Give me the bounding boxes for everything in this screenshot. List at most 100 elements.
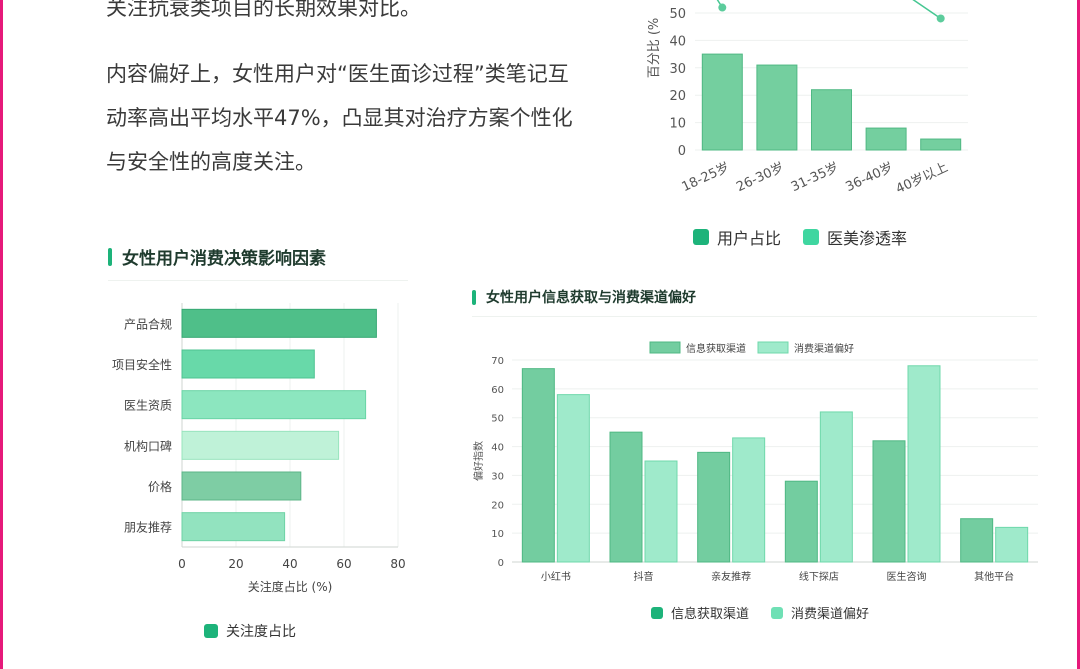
- age-legend-item-2: 医美渗透率: [803, 225, 907, 249]
- channels-top-legend-label: 信息获取渠道: [686, 342, 746, 355]
- factors-bar: [181, 349, 315, 379]
- right-edge-strip: [1077, 0, 1080, 669]
- paragraph-2: 内容偏好上，女性用户对“医生面诊过程”类笔记互动率高出平均水平47%，凸显其对治…: [106, 62, 573, 174]
- channels-top-legend-label: 消费渠道偏好: [794, 342, 854, 355]
- age-chart-legend: 用户占比 医美渗透率: [693, 225, 929, 249]
- factors-bar: [181, 390, 367, 420]
- channels-legend-item-1-swatch: [651, 606, 663, 619]
- factors-bar: [181, 471, 302, 501]
- channels-y-tick-label: 60: [491, 385, 504, 396]
- channels-y-tick-label: 70: [491, 356, 504, 367]
- factors-x-tick-label: 40: [282, 557, 297, 571]
- age-y-tick-label: 40: [669, 34, 686, 49]
- age-y-tick-label: 0: [678, 144, 686, 159]
- factors-x-tick-label: 80: [390, 557, 405, 571]
- channels-legend-item-1: 信息获取渠道: [651, 603, 749, 622]
- channels-bar: [784, 480, 818, 563]
- factors-y-tick-label: 机构口碑: [124, 438, 172, 453]
- channels-y-tick-label: 50: [491, 414, 504, 425]
- age-legend-item-1: 用户占比: [693, 225, 781, 249]
- factors-x-tick-label: 60: [336, 557, 351, 571]
- channels-bar: [697, 451, 731, 563]
- age-bar: [865, 127, 907, 151]
- factors-title-text: 女性用户消费决策影响因素: [122, 249, 326, 269]
- age-line-segment: [912, 0, 942, 20]
- age-legend-item-1-swatch: [693, 229, 709, 245]
- channels-section-title: 女性用户信息获取与消费渠道偏好: [472, 287, 696, 307]
- age-bar: [701, 53, 743, 151]
- channels-y-tick-label: 30: [491, 471, 504, 482]
- channels-legend-item-2-label: 消费渠道偏好: [791, 607, 870, 622]
- factors-bar: [181, 308, 377, 338]
- factors-y-tick-label: 产品合规: [124, 316, 172, 331]
- factors-legend-item: 关注度占比: [204, 621, 296, 641]
- channels-bar: [521, 368, 555, 563]
- age-y-tick-label: 30: [669, 62, 686, 77]
- factors-y-tick-label: 朋友推荐: [124, 521, 172, 535]
- channels-legend-item-2-swatch: [771, 606, 784, 619]
- channels-bar: [556, 394, 590, 563]
- channels-top-legend-swatch: [649, 341, 681, 354]
- age-x-tick-label: 18-25岁: [680, 160, 732, 195]
- channels-bar: [907, 365, 941, 563]
- channels-top-legend-swatch: [757, 341, 789, 354]
- factors-x-axis-label: 关注度占比 (%): [248, 579, 333, 594]
- channels-bar: [609, 431, 643, 563]
- left-edge-strip: [0, 0, 3, 669]
- channels-legend-item-2: 消费渠道偏好: [771, 603, 869, 622]
- channels-x-tick-label: 线下探店: [799, 570, 839, 583]
- age-chart: 0 10 20 30 40 50 百分比 (% 18-25岁 26-30岁 31-35岁 36-40…: [647, 0, 968, 197]
- channels-y-tick-label: 0: [498, 558, 504, 569]
- channels-title-text: 女性用户信息获取与消费渠道偏好: [486, 290, 696, 306]
- channels-chart-legend: 信息获取渠道 消费渠道偏好: [651, 603, 891, 622]
- channels-title-accent: [472, 289, 476, 305]
- age-y-tick-label: 10: [669, 117, 686, 132]
- factors-x-tick-label: 0: [178, 557, 186, 571]
- factors-y-tick-label: 医生资质: [124, 399, 172, 413]
- age-legend-item-2-swatch: [803, 229, 820, 245]
- factors-title-accent: [108, 247, 112, 266]
- age-x-tick-label: 26-30岁: [734, 160, 786, 195]
- channels-bar: [995, 526, 1029, 563]
- factors-chart-legend: 关注度占比: [204, 621, 318, 641]
- age-bar: [756, 64, 798, 151]
- age-legend-item-1-label: 用户占比: [717, 229, 782, 248]
- age-bar: [920, 138, 962, 151]
- channels-legend-item-1-label: 信息获取渠道: [671, 607, 750, 622]
- age-y-tick-label: 50: [669, 7, 686, 22]
- paragraph-1: 关注抗衰类项目的长期效果对比。: [106, 0, 421, 20]
- age-line-point: [936, 14, 945, 23]
- factors-bar: [181, 430, 340, 460]
- age-x-tick-label: 36-40岁: [843, 160, 895, 195]
- age-legend-item-2-label: 医美渗透率: [827, 229, 908, 248]
- channels-bar: [732, 437, 766, 563]
- channels-x-tick-label: 抖音: [634, 570, 654, 583]
- channels-bar: [819, 411, 853, 563]
- age-line-point: [718, 3, 727, 12]
- age-x-tick-label: 31-35岁: [789, 160, 841, 195]
- factors-divider: [108, 280, 408, 281]
- factors-legend-item-label: 关注度占比: [226, 624, 296, 640]
- age-y-axis-label: 百分比 (%: [647, 18, 662, 79]
- channels-bar: [644, 460, 678, 563]
- factors-x-tick-label: 20: [228, 557, 243, 571]
- channels-y-tick-label: 20: [491, 500, 504, 511]
- channels-x-tick-label: 其他平台: [974, 570, 1014, 583]
- channels-x-tick-label: 小红书: [541, 570, 571, 583]
- age-y-tick-label: 20: [669, 89, 686, 104]
- factors-y-tick-label: 价格: [148, 479, 172, 494]
- channels-bar: [872, 440, 906, 563]
- factors-y-tick-label: 项目安全性: [112, 357, 172, 372]
- age-bar: [811, 89, 852, 151]
- factors-legend-item-swatch: [204, 624, 218, 638]
- channels-bar: [960, 518, 994, 563]
- factors-bar: [181, 512, 286, 542]
- channels-x-tick-label: 医生咨询: [887, 570, 927, 583]
- channels-y-axis-label: 偏好指数: [472, 441, 485, 481]
- channels-y-tick-label: 40: [491, 443, 504, 454]
- channels-y-tick-label: 10: [491, 529, 504, 540]
- age-x-tick-label: 40岁以上: [894, 160, 951, 197]
- channels-x-tick-label: 亲友推荐: [711, 570, 751, 583]
